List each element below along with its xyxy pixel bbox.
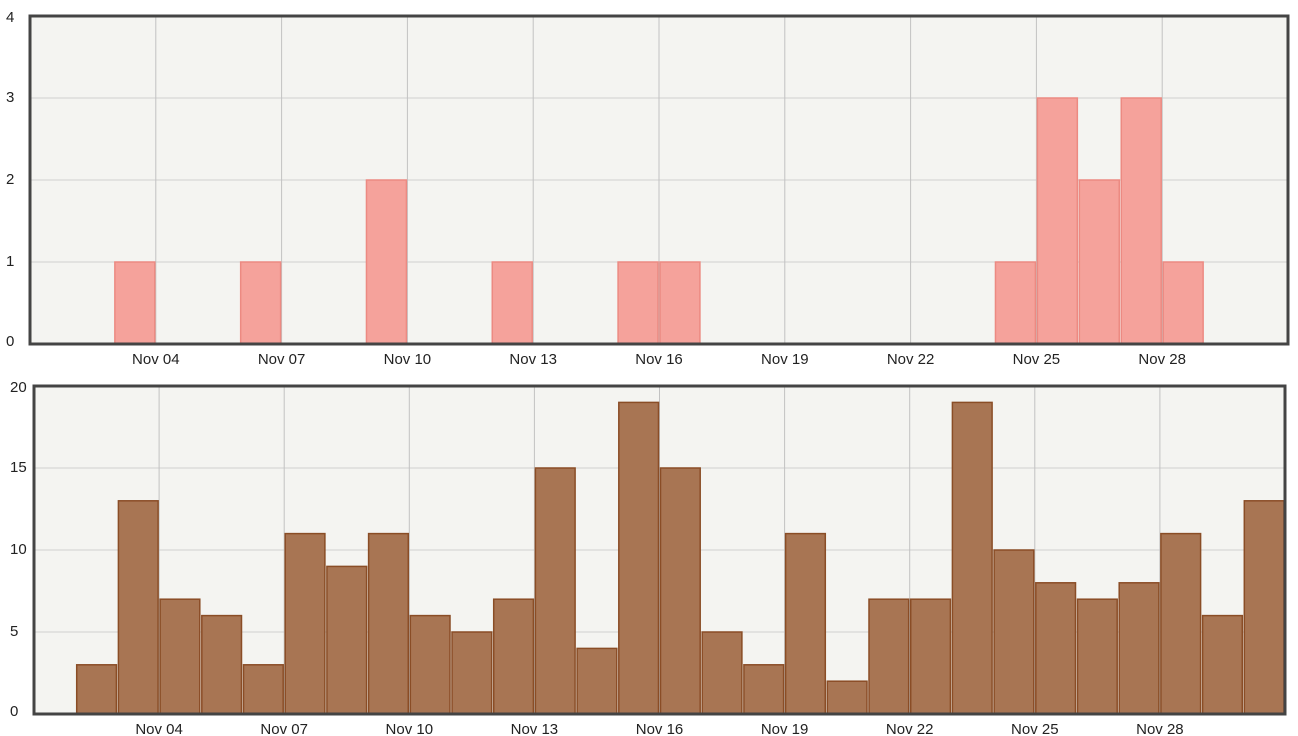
- bar: [117, 500, 159, 715]
- y-tick-label: 2: [6, 171, 14, 188]
- x-tick-label: Nov 10: [384, 351, 432, 368]
- bar: [1120, 97, 1162, 345]
- x-tick-label: Nov 25: [1013, 351, 1061, 368]
- plot-frame: [32, 384, 1287, 716]
- bar: [1201, 614, 1244, 715]
- bar: [617, 261, 659, 345]
- plot-frame: [28, 14, 1290, 346]
- x-tick-label: Nov 22: [886, 721, 934, 736]
- bar: [993, 549, 1035, 715]
- bar: [326, 565, 368, 715]
- x-tick-label: Nov 07: [258, 351, 306, 368]
- bar: [1162, 261, 1204, 345]
- bar: [75, 664, 118, 715]
- bar: [784, 532, 827, 715]
- x-tick-label: Nov 19: [761, 351, 809, 368]
- y-tick-label: 5: [10, 623, 18, 640]
- x-tick-label: Nov 25: [1011, 721, 1059, 736]
- bar: [618, 401, 660, 715]
- bar: [576, 647, 618, 715]
- bar: [659, 467, 701, 715]
- bar: [1036, 97, 1079, 345]
- x-tick-label: Nov 10: [386, 721, 434, 736]
- x-tick-label: Nov 16: [635, 351, 683, 368]
- y-tick-label: 4: [6, 9, 14, 26]
- bar: [451, 631, 493, 715]
- bar: [492, 598, 535, 715]
- x-tick-label: Nov 16: [636, 721, 684, 736]
- bar: [409, 614, 451, 715]
- bar: [159, 598, 201, 715]
- bar: [659, 261, 701, 345]
- y-tick-label: 0: [6, 333, 14, 350]
- bar: [1243, 500, 1285, 715]
- y-tick-label: 15: [10, 459, 27, 476]
- x-tick-label: Nov 22: [887, 351, 935, 368]
- bar: [1078, 179, 1121, 345]
- bar: [1118, 582, 1160, 715]
- bar: [826, 680, 868, 715]
- y-tick-label: 0: [10, 703, 18, 720]
- x-tick-label: Nov 13: [511, 721, 559, 736]
- bar: [994, 261, 1037, 345]
- bar: [284, 532, 326, 715]
- x-tick-label: Nov 19: [761, 721, 809, 736]
- x-tick-label: Nov 07: [260, 721, 308, 736]
- bar: [239, 261, 282, 345]
- bar: [201, 614, 243, 715]
- bar: [743, 664, 785, 715]
- x-tick-label: Nov 04: [135, 721, 183, 736]
- x-tick-label: Nov 28: [1136, 721, 1184, 736]
- bar: [242, 664, 284, 715]
- bar: [1035, 582, 1077, 715]
- y-tick-label: 20: [10, 379, 27, 396]
- bar: [114, 261, 156, 345]
- bar: [491, 261, 533, 345]
- y-tick-label: 1: [6, 253, 14, 270]
- bar: [534, 467, 576, 715]
- bar: [1160, 532, 1202, 715]
- x-tick-label: Nov 04: [132, 351, 180, 368]
- x-tick-label: Nov 13: [509, 351, 557, 368]
- bar: [701, 631, 743, 715]
- bar: [909, 598, 952, 715]
- y-tick-label: 10: [10, 541, 27, 558]
- bar: [365, 179, 408, 345]
- y-tick-label: 3: [6, 89, 14, 106]
- bar: [951, 401, 993, 715]
- bar: [367, 532, 410, 715]
- x-tick-label: Nov 28: [1138, 351, 1186, 368]
- bar: [1076, 598, 1118, 715]
- bar: [868, 598, 910, 715]
